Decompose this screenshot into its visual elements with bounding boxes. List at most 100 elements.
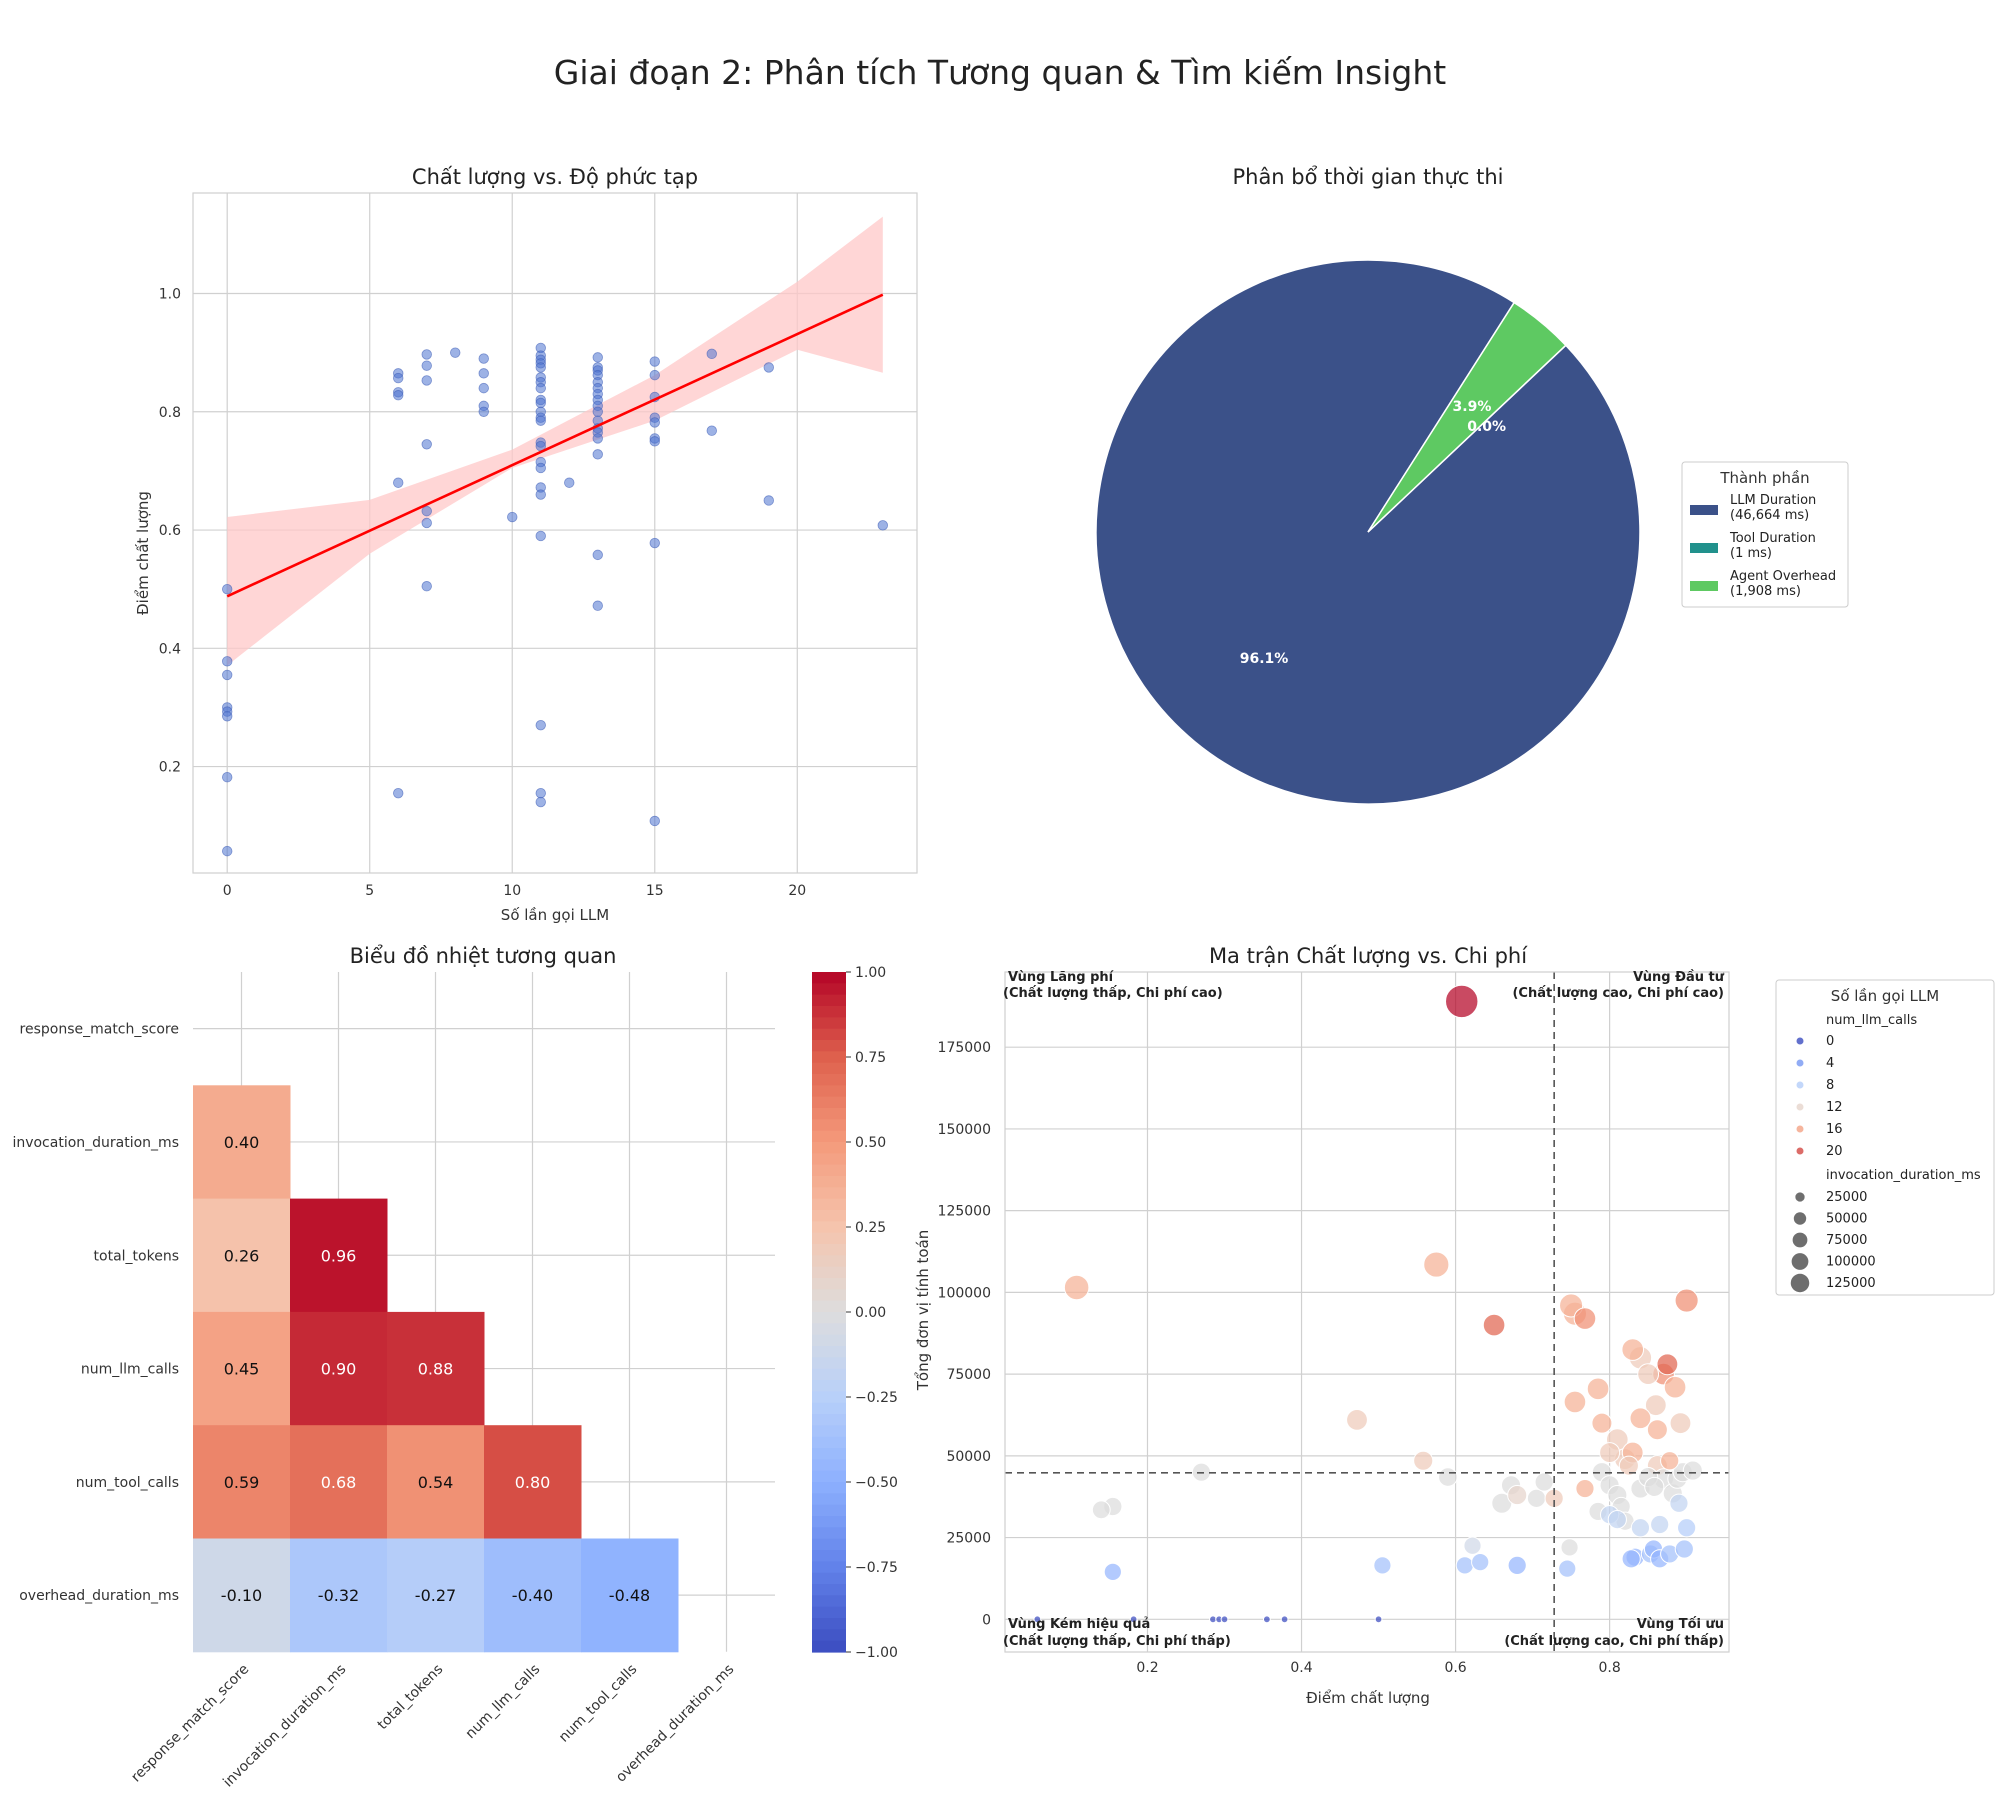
colorbar-segment [812,1334,846,1347]
data-point [1656,1353,1679,1376]
data-point [222,711,233,722]
data-point [1677,1518,1697,1538]
data-point [1586,1377,1610,1401]
data-point [649,369,660,381]
colorbar-segment [812,1357,846,1370]
legend-hue-title: num_llm_calls [1826,1013,1917,1028]
legend-size-label: 125000 [1826,1276,1876,1291]
colorbar-segment [812,994,846,1007]
colorbar-segment [812,1629,846,1642]
y-tick-label: 75000 [946,1367,991,1383]
legend-hue-label: 8 [1826,1078,1834,1093]
data-point [421,581,432,592]
colorbar-segment [812,1278,846,1290]
data-point [421,505,432,517]
data-point [1669,1412,1692,1435]
data-point [1507,1485,1528,1506]
column-label: total_tokens [375,1661,447,1733]
data-point [1674,1539,1694,1559]
pie-legend: Thành phần LLM Duration (46,664 ms) Tool… [1681,461,1849,608]
data-point [1682,1460,1703,1481]
y-tick-label: 0.8 [159,405,181,421]
data-point [393,372,404,384]
cell-value: -0.27 [415,1586,456,1605]
data-point [592,406,603,417]
legend-hue-label: 4 [1826,1056,1834,1071]
colorbar-segment [812,1561,846,1574]
colorbar-segment [812,1323,846,1336]
data-point [535,489,546,500]
data-point [1621,1549,1641,1569]
regression-line [226,293,884,598]
colorbar-segment [812,1028,846,1041]
legend-hue-marker [1796,1081,1804,1089]
pie-slice [1367,301,1567,533]
legend-swatch [1690,505,1718,515]
colorbar-segment [812,1493,846,1506]
legend-hue-label: 0 [1826,1034,1834,1049]
colorbar-tick-label: 0.75 [855,1050,886,1066]
cell-value: 0.40 [224,1133,260,1152]
legend-size-marker [1792,1232,1808,1248]
colorbar-segment [812,1425,846,1438]
data-point [1599,1442,1621,1464]
data-point [1482,1313,1506,1337]
legend-hue-label: 12 [1826,1100,1843,1115]
data-point [1563,1390,1587,1414]
heatmap-cell [484,1538,582,1653]
row-label: overhead_duration_ms [19,1588,179,1604]
data-point [535,382,546,394]
y-tick-label: 50000 [946,1449,991,1465]
colorbar-segment [812,1368,846,1381]
heatmap-cell [387,1425,485,1539]
colorbar-segment [812,1436,846,1449]
colorbar-segment [812,983,846,996]
data-point [649,815,660,827]
legend-size-label: 75000 [1826,1233,1867,1248]
heatmap-cell [387,1538,485,1653]
y-axis-label: Tổng đơn vị tính toán [914,1230,932,1392]
colorbar-segment [812,1232,846,1245]
quadrant-bottom-right-name: Vùng Tối ưu [1637,1617,1724,1632]
data-point [1103,1562,1122,1582]
cell-value: 0.54 [418,1473,454,1492]
data-point [1033,1615,1042,1624]
data-point [1669,1493,1689,1513]
colorbar-segment [812,1504,846,1517]
data-point [1575,1478,1595,1499]
data-point [1526,1488,1547,1508]
x-tick-label: 5 [365,883,374,899]
data-point [421,349,432,360]
legend-detail: (46,664 ms) [1730,508,1809,523]
data-point [1629,1407,1652,1430]
colorbar-segment [812,1164,846,1177]
data-point [1591,1412,1613,1434]
data-point [1663,1375,1687,1399]
data-point [763,495,774,506]
data-point [763,362,774,373]
data-point [1607,1509,1627,1530]
legend-size-marker [1795,1192,1805,1202]
colorbar-segment [812,1572,846,1585]
cell-value: 0.68 [321,1473,357,1492]
data-point [1374,1615,1383,1624]
quality-vs-cost-matrix: Ma trận Chất lượng vs. Chi phí Điểm chất… [914,944,1995,1707]
heatmap-cell [290,1425,388,1539]
row-label: num_llm_calls [81,1362,179,1378]
column-label: num_tool_calls [556,1661,640,1745]
colorbar-segment [812,1414,846,1426]
colorbar-segment [812,1096,846,1109]
data-point [592,549,603,561]
heatmap-cell [290,1198,388,1313]
data-point [1262,1615,1271,1624]
data-point [222,669,233,681]
colorbar-tick-label: 0.50 [855,1135,886,1151]
data-point [535,530,546,542]
data-point [1445,984,1479,1019]
data-point [1091,1500,1111,1520]
legend-size-marker [1790,1273,1810,1293]
data-point [535,462,546,474]
x-tick-label: 0.8 [1598,1660,1620,1676]
y-tick-label: 100000 [938,1285,991,1301]
row-label: num_tool_calls [76,1475,179,1491]
